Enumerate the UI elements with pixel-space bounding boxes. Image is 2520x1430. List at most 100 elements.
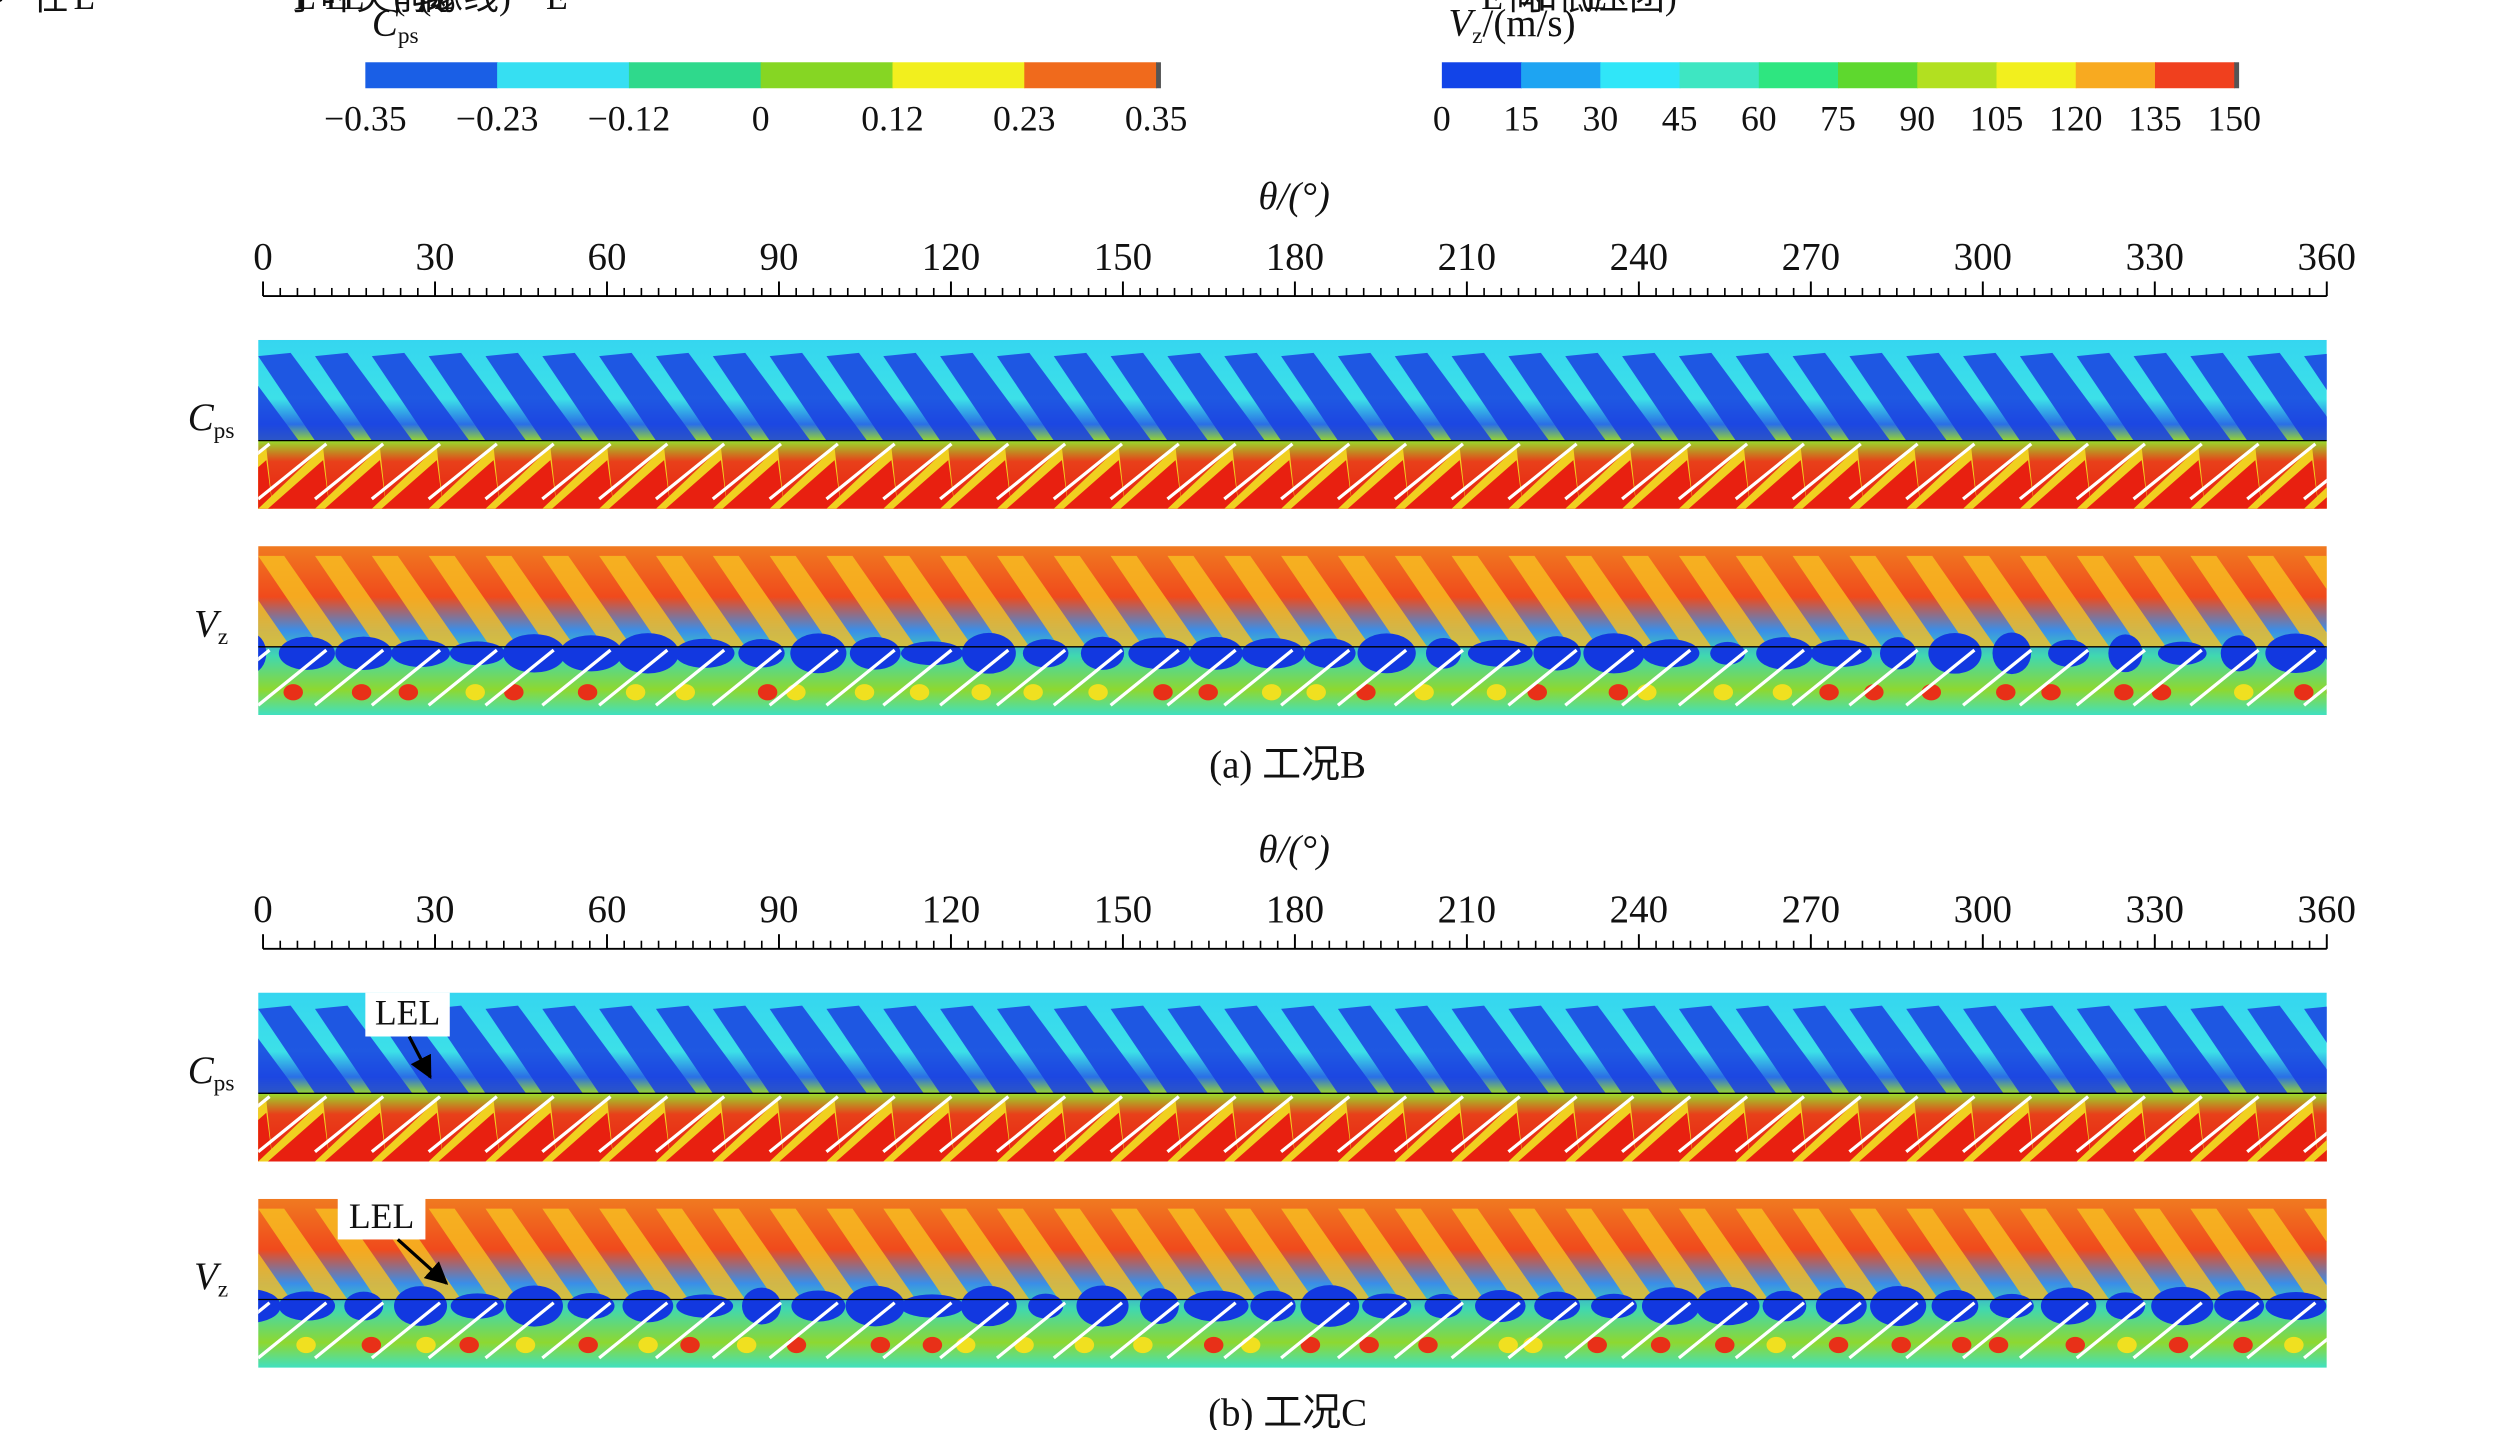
vortex-streak [826, 352, 924, 441]
blade [2189, 648, 2260, 707]
blade [541, 442, 612, 501]
vortex-streak [1849, 352, 1947, 441]
annotation-text: LEL [375, 992, 440, 1032]
colorbar-segment [1441, 62, 1522, 89]
vortex-streak [996, 352, 1095, 441]
velocity-streak [315, 555, 405, 647]
vortex-streak [769, 352, 868, 441]
velocity-blob [625, 684, 646, 701]
low-velocity-blob [258, 635, 267, 671]
pressure-zone [665, 460, 728, 509]
low-velocity-blob [1931, 1289, 1979, 1323]
pressure-zone [893, 460, 955, 509]
pressure-zone [2086, 1112, 2149, 1162]
low-velocity-blob [741, 1287, 782, 1325]
blade [939, 1095, 1010, 1154]
contour-field [258, 992, 2327, 1162]
low-velocity-blob [278, 1291, 336, 1321]
vortex-streak [1451, 1005, 1550, 1094]
blade [1962, 1095, 2033, 1154]
axis-tick-label: 210 [1438, 888, 1496, 931]
velocity-blob [1153, 684, 1173, 701]
velocity-streak [485, 555, 575, 647]
velocity-blob [1819, 684, 1839, 701]
blade [2246, 648, 2317, 707]
blade [1962, 1301, 2033, 1360]
low-velocity-blob [2265, 1292, 2327, 1321]
velocity-blob [577, 684, 598, 701]
colorbar-segment [1600, 62, 1681, 89]
vortex-streak [1281, 1005, 1379, 1094]
pressure-zone [722, 460, 785, 509]
velocity-blob [1951, 1336, 1972, 1354]
annotation-text: LEL [349, 1196, 414, 1236]
low-velocity-blob [622, 1289, 674, 1323]
blade [995, 1095, 1067, 1154]
pressure-zone [552, 1112, 614, 1162]
subscript: ps [214, 418, 235, 444]
colorbar-tick-label: 45 [1662, 99, 1698, 139]
low-velocity-blob [845, 1285, 905, 1327]
blade [1791, 648, 1862, 707]
velocity-streak [2190, 555, 2280, 647]
vortex-streak [1451, 352, 1550, 441]
axis-tick-label: 330 [2126, 888, 2184, 931]
blade [1223, 648, 1294, 707]
low-velocity-blob [1128, 637, 1191, 670]
blade [882, 648, 953, 707]
velocity-blob [283, 684, 303, 701]
blade [939, 648, 1010, 707]
pressure-zone [258, 460, 273, 509]
blade [1109, 648, 1180, 707]
vortex-streak [1167, 352, 1265, 441]
pressure-zone [1177, 1112, 1239, 1162]
symbol-label: Cps [188, 1049, 235, 1097]
vortex-streak [940, 1005, 1038, 1094]
pressure-zone [1347, 1112, 1410, 1162]
colorbar-segment [2075, 62, 2156, 89]
colorbar-tick-label: 0.23 [993, 99, 1056, 139]
blade [1052, 442, 1124, 501]
velocity-streak [712, 1208, 803, 1300]
pressure-zone [949, 460, 1012, 509]
vortex-streak [2247, 1005, 2327, 1094]
annotation-arrow [396, 1238, 449, 1285]
low-velocity-blob [1870, 1286, 1927, 1327]
vortex-streak [2019, 1005, 2118, 1094]
low-velocity-blob [901, 641, 964, 666]
low-velocity-blob [1028, 1293, 1064, 1319]
axis-tick-label: 60 [588, 235, 627, 278]
velocity-blob [465, 684, 485, 701]
velocity-blob [1414, 684, 1434, 701]
vortex-streak [2304, 353, 2327, 390]
velocity-streak [1735, 555, 1826, 647]
blade [768, 1095, 839, 1154]
blade [484, 1095, 555, 1154]
axis-label: θ/(°) [1258, 828, 1329, 871]
velocity-streak [2133, 555, 2223, 647]
velocity-streak [2019, 555, 2110, 647]
vortex-streak [315, 352, 413, 441]
contour-field [258, 1198, 2327, 1368]
vortex-streak [485, 1005, 583, 1094]
colorbar-segment [1521, 62, 1602, 89]
vortex-streak [2133, 352, 2231, 441]
colorbar-tick-label: 150 [2207, 99, 2261, 139]
velocity-streak [1394, 555, 1485, 647]
blade [598, 442, 669, 501]
velocity-streak [1281, 1208, 1371, 1300]
low-velocity-blob [335, 636, 393, 670]
blade [1052, 648, 1124, 707]
velocity-blob [854, 684, 875, 701]
blade [1507, 648, 1578, 707]
low-velocity-blob [2108, 634, 2143, 673]
velocity-streak [1792, 1208, 1882, 1300]
pressure-zone [1575, 1112, 1637, 1162]
blade [1393, 1301, 1464, 1360]
pressure-zone [608, 1112, 671, 1162]
blade [1052, 1301, 1124, 1360]
caption: (b) 工况C [1208, 1391, 1367, 1430]
low-velocity-blob [502, 634, 566, 673]
low-velocity-blob [1695, 1286, 1760, 1326]
low-velocity-blob [1810, 639, 1872, 667]
